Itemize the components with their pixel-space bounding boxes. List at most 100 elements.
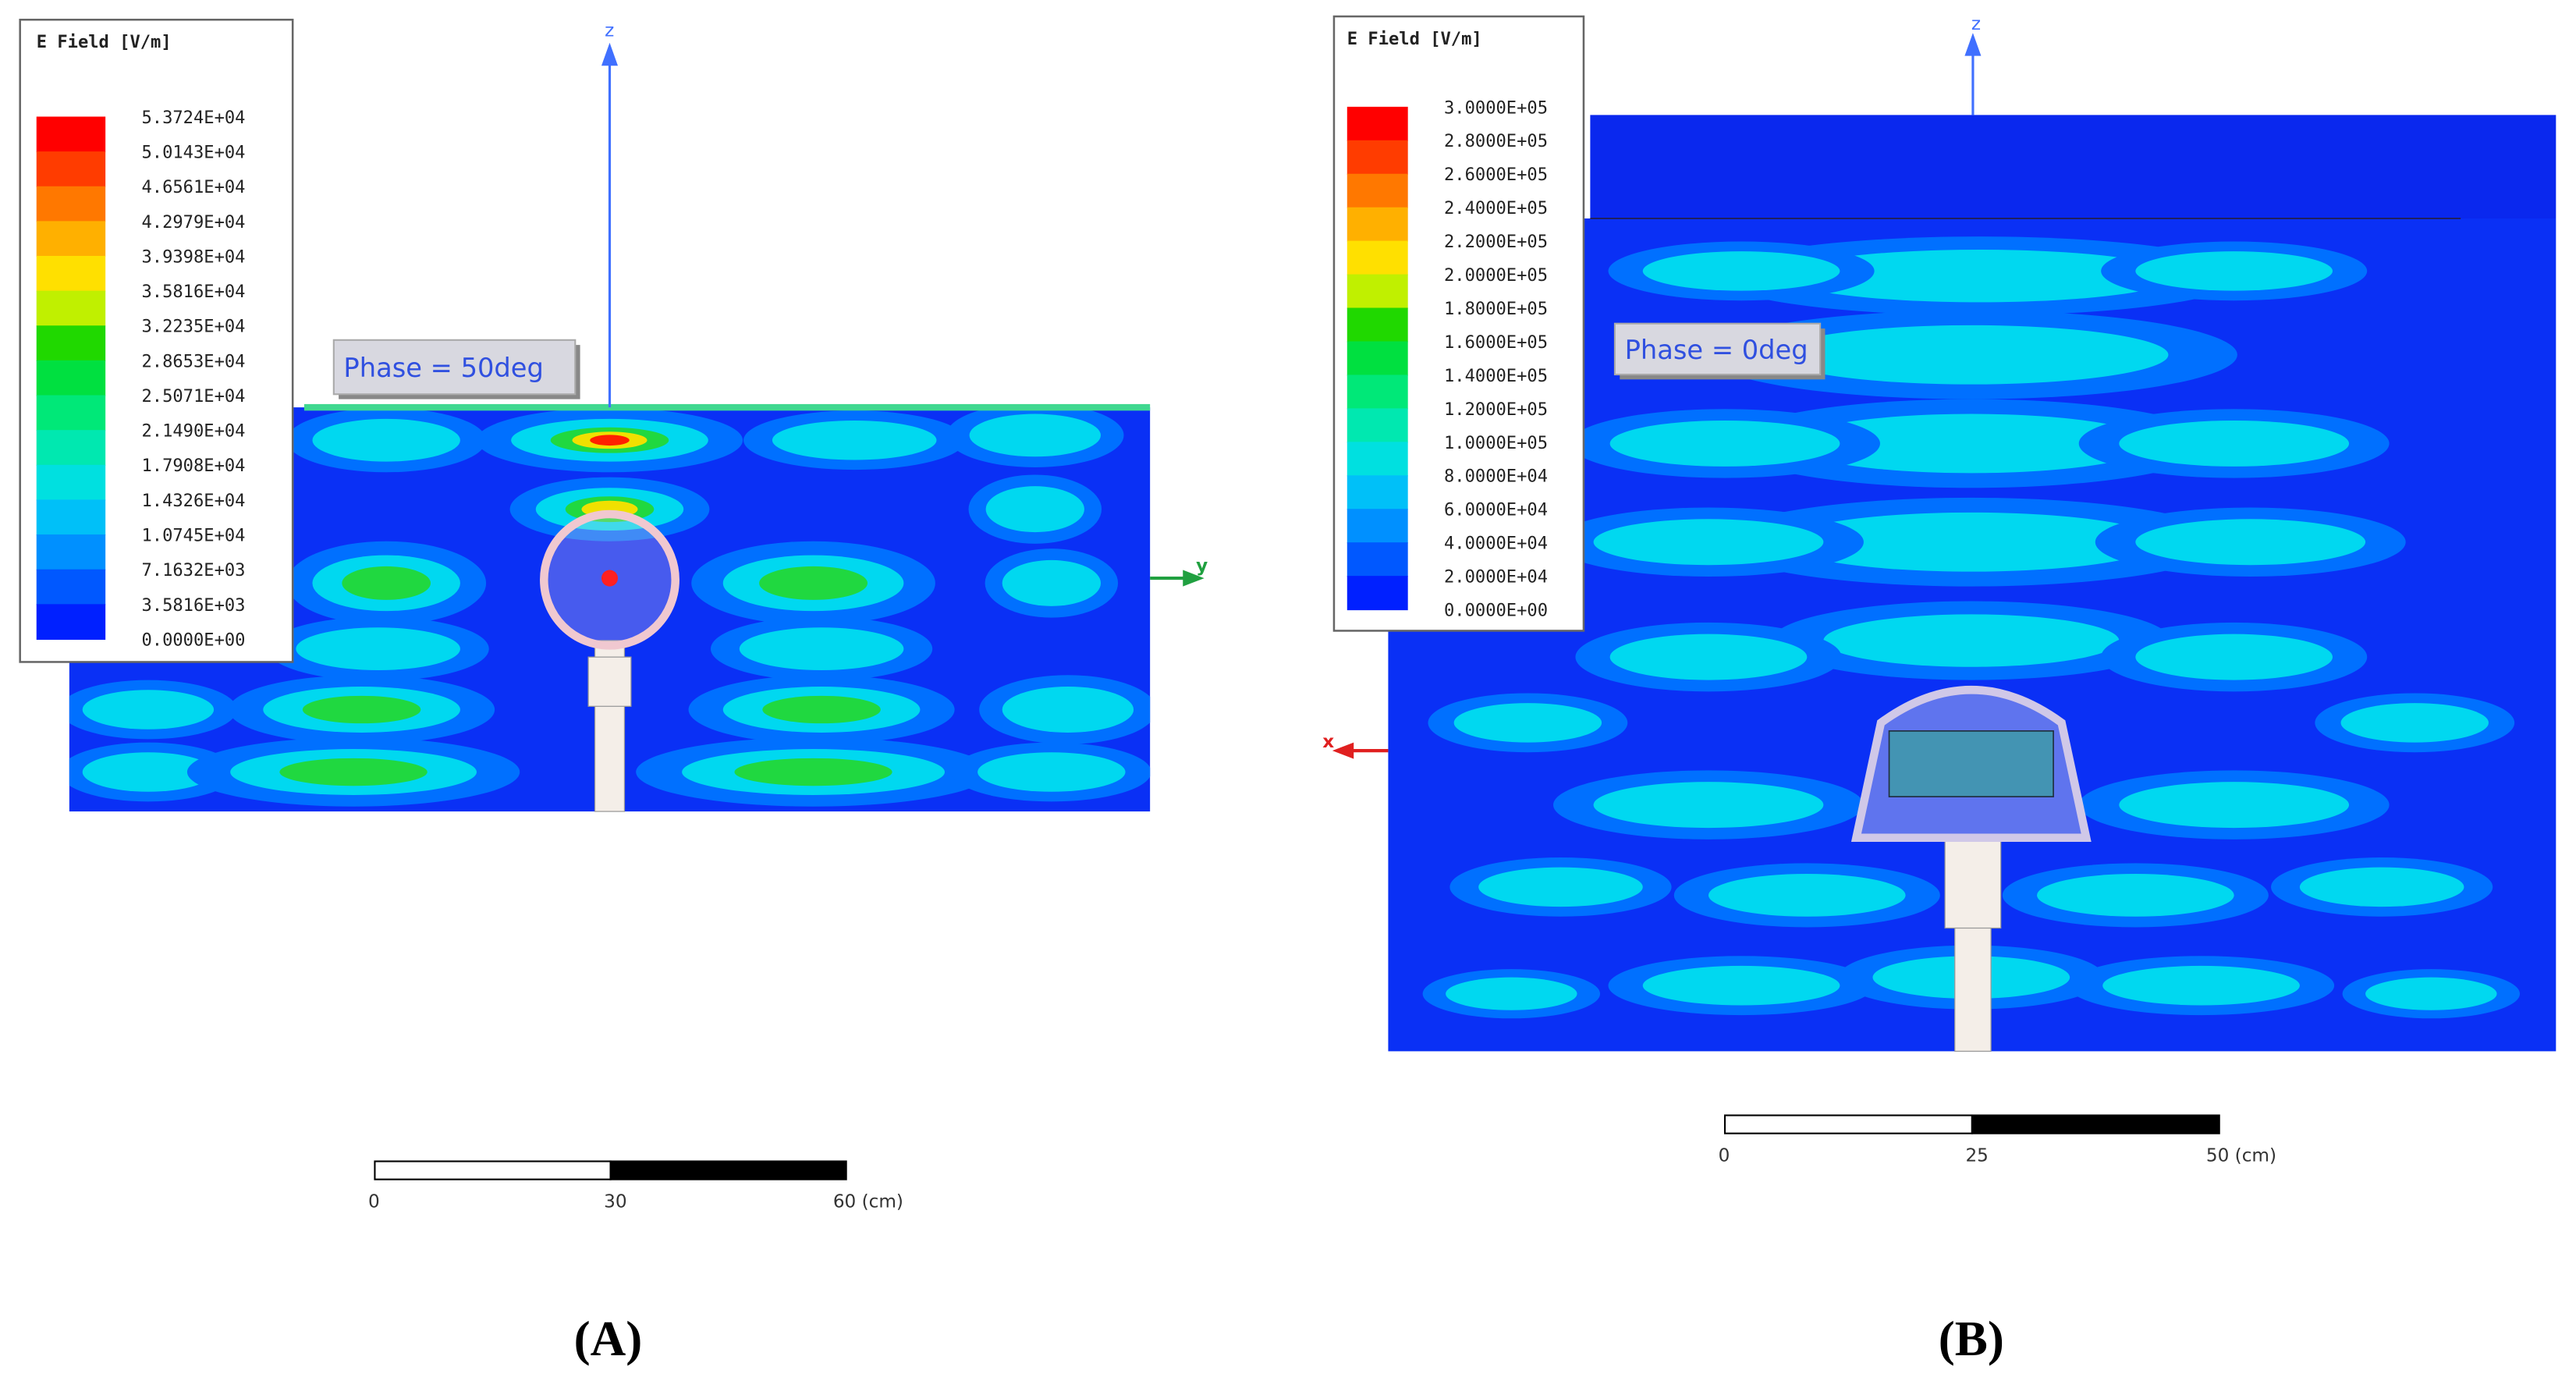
scale-black	[609, 1160, 847, 1180]
legend-swatch	[36, 290, 106, 327]
field-background	[1590, 115, 2556, 219]
legend-value: 2.1490E+04	[141, 421, 245, 442]
legend-value: 0.0000E+00	[1444, 600, 1548, 620]
antenna-tier	[587, 656, 632, 707]
legend-value: 3.5816E+03	[141, 595, 245, 616]
z-arrow	[1964, 33, 1982, 56]
legend-swatch	[1347, 408, 1408, 443]
phase-box	[1613, 322, 1822, 376]
phase-box	[332, 339, 577, 396]
legend-value: 2.8000E+05	[1444, 131, 1548, 151]
field-region	[1593, 782, 1824, 829]
field-region	[1708, 874, 1906, 917]
legend-value: 1.8000E+05	[1444, 299, 1548, 319]
scale-label: 25	[1965, 1145, 1988, 1166]
legend-swatch	[1347, 173, 1408, 208]
legend-value: 1.6000E+05	[1444, 332, 1548, 353]
field-region	[302, 695, 421, 724]
legend-value: 3.2235E+04	[141, 317, 245, 337]
legend-swatch	[36, 569, 106, 605]
legend-swatch	[36, 221, 106, 257]
field-region	[1478, 867, 1643, 907]
legend-value: 2.2000E+05	[1444, 232, 1548, 252]
legend-swatch	[1347, 106, 1408, 141]
panel-label: (B)	[1939, 1312, 2004, 1366]
legend-swatch	[1347, 341, 1408, 376]
legend-swatch	[36, 256, 106, 292]
legend-swatch	[36, 395, 106, 431]
legend-swatch	[1347, 240, 1408, 275]
legend-swatch	[36, 186, 106, 222]
legend-value: 8.0000E+04	[1444, 467, 1548, 487]
legend-value: 1.4000E+05	[1444, 366, 1548, 386]
axis-label: y	[1196, 556, 1208, 577]
legend-swatch	[36, 360, 106, 396]
field-b	[1422, 236, 2520, 1019]
field-region	[1453, 703, 1602, 743]
field-region	[1823, 614, 2120, 667]
legend-value: 5.0143E+04	[141, 143, 245, 163]
field-region	[590, 435, 630, 446]
axis-label: x	[1322, 732, 1334, 752]
legend-swatch	[36, 534, 106, 570]
scale-white	[374, 1160, 612, 1180]
antenna-tier	[1944, 837, 2002, 929]
legend-value: 2.6000E+05	[1444, 165, 1548, 185]
field-region	[312, 418, 460, 462]
axis-label: z	[605, 20, 614, 41]
legend-value: 1.2000E+05	[1444, 399, 1548, 420]
legend-swatch	[1347, 207, 1408, 242]
legend-value: 1.0000E+05	[1444, 433, 1548, 453]
z-arrow	[601, 42, 619, 66]
legend-swatch	[36, 430, 106, 466]
legend-value: 3.5816E+04	[141, 282, 245, 302]
scale-label: 0	[1719, 1145, 1730, 1166]
legend-value: 4.6561E+04	[141, 177, 245, 197]
field-region	[2340, 703, 2489, 743]
legend-value: 1.0745E+04	[141, 525, 245, 545]
field-region	[1642, 965, 1840, 1006]
scale-white	[1723, 1114, 1973, 1134]
legend-value: 3.0000E+05	[1444, 98, 1548, 118]
legend-swatch	[1347, 140, 1408, 175]
legend-swatch	[1347, 576, 1408, 611]
legend-swatch	[1347, 274, 1408, 309]
field-region	[1642, 251, 1840, 291]
field-region	[759, 566, 868, 600]
field-region	[978, 752, 1126, 792]
field-region	[1790, 414, 2152, 474]
phase-label: Phase = 50deg	[343, 353, 543, 383]
panel-label: (A)	[574, 1312, 643, 1366]
scale-label: 0	[368, 1191, 380, 1212]
scale-label: 30	[604, 1191, 626, 1212]
field-region	[739, 627, 904, 670]
field-region	[296, 627, 460, 670]
scale-label: 50 (cm)	[2206, 1145, 2276, 1166]
legend-value: 2.5071E+04	[141, 386, 245, 406]
field-a	[69, 407, 1151, 807]
legend-value: 2.0000E+04	[1444, 567, 1548, 588]
phase-label: Phase = 0deg	[1625, 335, 1808, 365]
field-region	[2299, 867, 2464, 907]
field-region	[772, 420, 937, 460]
field-region	[82, 752, 215, 792]
field-region	[1002, 559, 1101, 606]
field-region	[1782, 250, 2177, 303]
field-region	[2135, 251, 2333, 291]
legend-value: 0.0000E+00	[141, 630, 245, 650]
antenna-lens	[1888, 730, 2054, 797]
legend-swatch	[36, 116, 106, 153]
scale-black	[1971, 1114, 2220, 1134]
field-region	[82, 690, 215, 729]
field-region	[985, 486, 1084, 533]
legend-swatch	[36, 464, 106, 501]
axis-label: z	[1971, 14, 1981, 34]
legend-swatch	[1347, 375, 1408, 410]
field-region	[1002, 687, 1134, 733]
legend-value: 4.2979E+04	[141, 212, 245, 233]
field-region	[2365, 977, 2497, 1010]
field-region	[1774, 325, 2169, 385]
legend-value: 7.1632E+03	[141, 560, 245, 580]
legend-value: 2.4000E+05	[1444, 198, 1548, 218]
